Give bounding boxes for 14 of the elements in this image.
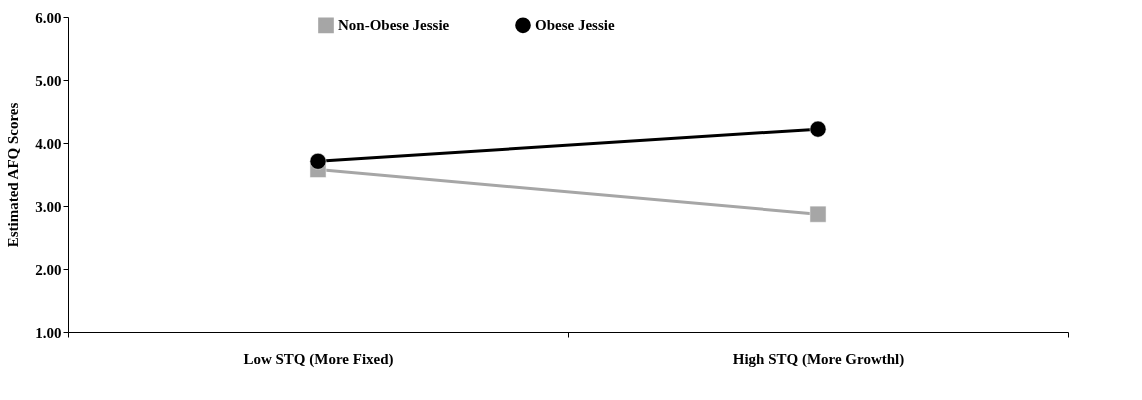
y-tick-label: 3.00 xyxy=(35,198,62,215)
x-tick-label: High STQ (More Growthl) xyxy=(732,350,905,368)
y-axis-title: Estimated AFQ Scores xyxy=(5,102,22,248)
x-tick-label: Low STQ (More Fixed) xyxy=(243,350,394,368)
y-tick-label: 1.00 xyxy=(35,324,62,341)
y-tick-label: 2.00 xyxy=(35,261,62,278)
y-tick-label: 4.00 xyxy=(35,135,62,152)
point xyxy=(809,205,827,223)
legend-label: Non-Obese Jessie xyxy=(338,17,450,34)
y-tick-label: 6.00 xyxy=(35,9,62,26)
y-tick-label: 5.00 xyxy=(35,72,62,89)
point xyxy=(809,120,827,138)
legend-label: Obese Jessie xyxy=(535,17,615,34)
point xyxy=(309,152,327,170)
